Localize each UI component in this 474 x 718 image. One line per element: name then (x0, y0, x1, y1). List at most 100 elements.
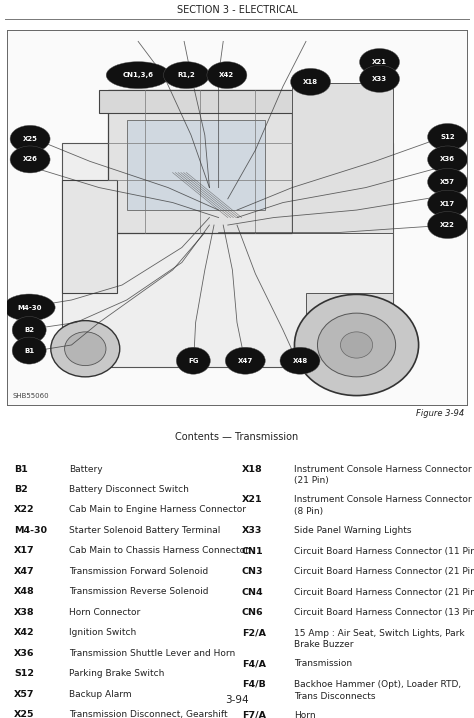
Text: FG: FG (188, 358, 199, 364)
Text: X17: X17 (14, 546, 35, 556)
Ellipse shape (428, 123, 467, 151)
Text: Transmission Forward Solenoid: Transmission Forward Solenoid (69, 567, 208, 576)
Ellipse shape (428, 212, 467, 238)
Text: SHB55060: SHB55060 (13, 393, 49, 399)
Text: CN3: CN3 (242, 567, 263, 577)
Text: X48: X48 (14, 587, 35, 597)
Text: F2/A: F2/A (242, 629, 266, 638)
Text: Cab Main to Chassis Harness Connector: Cab Main to Chassis Harness Connector (69, 546, 248, 556)
FancyBboxPatch shape (62, 143, 393, 368)
Text: B2: B2 (24, 327, 34, 333)
Ellipse shape (280, 348, 320, 374)
Circle shape (340, 332, 373, 358)
Text: Circuit Board Harness Connector (13 Pin): Circuit Board Harness Connector (13 Pin) (294, 608, 474, 617)
FancyBboxPatch shape (99, 90, 301, 113)
Text: CN6: CN6 (242, 608, 264, 617)
FancyBboxPatch shape (292, 83, 393, 233)
Text: X25: X25 (23, 136, 37, 142)
Ellipse shape (164, 62, 210, 88)
Ellipse shape (428, 169, 467, 195)
Text: X22: X22 (440, 222, 455, 228)
Ellipse shape (12, 317, 46, 343)
Circle shape (51, 321, 120, 377)
Circle shape (294, 294, 419, 396)
Text: 15 Amp : Air Seat, Switch Lights, Park: 15 Amp : Air Seat, Switch Lights, Park (294, 629, 465, 638)
Ellipse shape (428, 190, 467, 217)
Ellipse shape (10, 126, 50, 152)
Text: Transmission Reverse Solenoid: Transmission Reverse Solenoid (69, 587, 208, 597)
Text: Circuit Board Harness Connector (21 Pin): Circuit Board Harness Connector (21 Pin) (294, 567, 474, 577)
Text: Contents — Transmission: Contents — Transmission (175, 432, 299, 442)
Circle shape (64, 332, 106, 365)
Text: X21: X21 (372, 59, 387, 65)
Text: Parking Brake Switch: Parking Brake Switch (69, 669, 164, 679)
Text: Circuit Board Harness Connector (21 Pin): Circuit Board Harness Connector (21 Pin) (294, 587, 474, 597)
Text: X42: X42 (14, 628, 35, 638)
Text: Instrument Console Harness Connector: Instrument Console Harness Connector (294, 465, 472, 474)
Ellipse shape (225, 348, 265, 374)
Text: S12: S12 (14, 669, 34, 679)
Text: X57: X57 (14, 689, 35, 699)
Text: Instrument Console Harness Connector: Instrument Console Harness Connector (294, 495, 472, 505)
FancyBboxPatch shape (306, 292, 393, 368)
Text: X57: X57 (440, 179, 455, 185)
Ellipse shape (106, 62, 170, 88)
Text: Backhoe Hammer (Opt), Loader RTD,: Backhoe Hammer (Opt), Loader RTD, (294, 680, 461, 689)
Text: Side Panel Warning Lights: Side Panel Warning Lights (294, 526, 411, 536)
Text: X47: X47 (14, 567, 35, 576)
Text: Figure 3-94: Figure 3-94 (416, 409, 465, 418)
Circle shape (318, 313, 396, 377)
FancyBboxPatch shape (108, 90, 292, 233)
Text: F4/B: F4/B (242, 680, 265, 689)
Text: CN1,3,6: CN1,3,6 (123, 72, 154, 78)
Text: X26: X26 (23, 157, 37, 162)
Text: X33: X33 (242, 526, 262, 536)
Text: 3-94: 3-94 (225, 695, 249, 705)
Text: X18: X18 (242, 465, 263, 474)
Ellipse shape (291, 68, 330, 95)
Text: Battery: Battery (69, 465, 102, 474)
Text: X38: X38 (14, 607, 35, 617)
FancyBboxPatch shape (62, 180, 118, 292)
Text: Backup Alarm: Backup Alarm (69, 689, 131, 699)
Text: Starter Solenoid Battery Terminal: Starter Solenoid Battery Terminal (69, 526, 220, 535)
Text: Cab Main to Engine Harness Connector: Cab Main to Engine Harness Connector (69, 505, 246, 515)
Text: M4-30: M4-30 (17, 304, 41, 310)
Text: F7/A: F7/A (242, 711, 266, 718)
Ellipse shape (176, 348, 210, 374)
Text: X47: X47 (237, 358, 253, 364)
Text: Horn Connector: Horn Connector (69, 607, 140, 617)
Ellipse shape (207, 62, 247, 88)
Text: Transmission: Transmission (294, 659, 352, 668)
Text: CN1: CN1 (242, 547, 264, 556)
Text: SECTION 3 - ELECTRICAL: SECTION 3 - ELECTRICAL (177, 4, 297, 14)
Text: Brake Buzzer: Brake Buzzer (294, 640, 354, 650)
Ellipse shape (428, 146, 467, 173)
Ellipse shape (12, 337, 46, 364)
Text: X36: X36 (14, 649, 35, 658)
Text: Transmission Shuttle Lever and Horn: Transmission Shuttle Lever and Horn (69, 649, 235, 658)
FancyBboxPatch shape (127, 120, 264, 210)
Text: X33: X33 (372, 76, 387, 82)
Text: (8 Pin): (8 Pin) (294, 507, 323, 516)
Text: B1: B1 (14, 465, 28, 474)
Text: Trans Disconnects: Trans Disconnects (294, 691, 375, 701)
Text: Circuit Board Harness Connector (11 Pin): Circuit Board Harness Connector (11 Pin) (294, 547, 474, 556)
Text: Transmission Disconnect, Gearshift: Transmission Disconnect, Gearshift (69, 710, 228, 718)
Text: B1: B1 (24, 348, 34, 353)
Text: (21 Pin): (21 Pin) (294, 477, 328, 485)
Text: S12: S12 (440, 134, 455, 140)
Text: Ignition Switch: Ignition Switch (69, 628, 136, 638)
Text: X48: X48 (292, 358, 308, 364)
Text: X36: X36 (440, 157, 455, 162)
Text: X42: X42 (219, 72, 235, 78)
Text: X22: X22 (14, 505, 35, 515)
Ellipse shape (360, 49, 400, 75)
Text: F4/A: F4/A (242, 659, 266, 668)
Text: CN4: CN4 (242, 587, 264, 597)
Text: X21: X21 (242, 495, 263, 505)
Text: R1,2: R1,2 (178, 72, 195, 78)
Text: B2: B2 (14, 485, 28, 494)
Text: X25: X25 (14, 710, 35, 718)
Ellipse shape (3, 294, 55, 321)
